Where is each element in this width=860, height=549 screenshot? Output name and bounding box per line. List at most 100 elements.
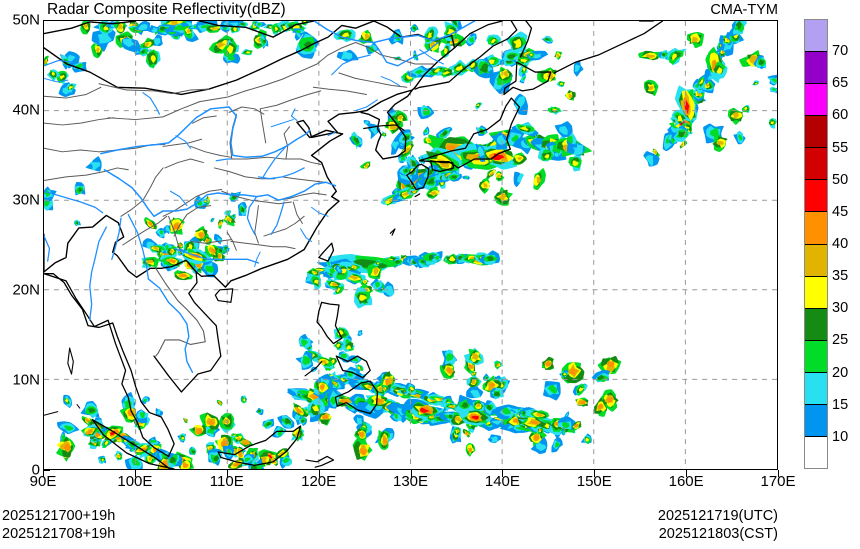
y-tick-label: 10N: [12, 371, 40, 389]
radar-echo-cell: [517, 173, 524, 183]
colorbar-band: [805, 437, 827, 469]
radar-echo-cell: [64, 425, 74, 431]
radar-echo-cell: [490, 436, 498, 443]
radar-echo-cell: [607, 361, 615, 368]
radar-echo-cell: [150, 55, 156, 63]
province-border-qinghai-gansu: [98, 144, 166, 153]
radar-echo-cell: [127, 409, 134, 417]
radar-echo-cell: [169, 258, 176, 264]
radar-echo-cell: [364, 121, 369, 125]
radar-echo-cell: [320, 384, 325, 389]
radar-echo-cell: [382, 387, 386, 391]
province-border-liaoning-w: [312, 86, 368, 95]
radar-echo-cell: [277, 427, 284, 437]
gridlines-layer: [44, 21, 777, 469]
radar-echo-cell: [490, 38, 496, 44]
radar-echo-cell: [430, 191, 438, 195]
radar-echo-cell: [326, 261, 331, 266]
footer-init-cst: 2025121708+19h: [2, 526, 116, 542]
radar-echo-cell: [444, 47, 448, 55]
province-border-shaanxi-gansu: [190, 145, 232, 158]
radar-echo-cell: [356, 417, 363, 425]
coastline-myanmar-thailand-malaya: [44, 273, 175, 458]
radar-echo-cell: [427, 178, 434, 184]
radar-echo-cell: [507, 54, 516, 59]
x-tick-label: 130E: [392, 473, 429, 490]
colorbar-tick-label: 25: [832, 332, 849, 349]
radar-echo-cell: [598, 403, 604, 410]
province-border-hunan-jiangxi: [254, 205, 259, 244]
radar-echo-cell: [244, 457, 251, 463]
colorbar-tick-label: 15: [832, 396, 849, 413]
province-border-jilin-liaoning: [338, 72, 408, 88]
radar-echo-cell: [465, 432, 468, 435]
radar-echo-cell: [336, 266, 341, 273]
radar-echo-cell: [488, 171, 494, 177]
x-tick-mark: [686, 470, 688, 477]
radar-echo-cell: [489, 159, 492, 163]
radar-echo-cell: [770, 121, 775, 125]
province-border-shanxi-hebei: [259, 108, 267, 144]
radar-echo-cell: [331, 282, 338, 287]
radar-echo-cell: [403, 147, 411, 154]
colorbar-band: [805, 20, 827, 53]
province-border-jiangxi-fujian: [263, 215, 305, 237]
colorbar-tick-label: 65: [832, 75, 849, 92]
radar-echo-cell: [579, 400, 586, 404]
radar-echo-cell: [365, 164, 369, 168]
province-border-hunan-guangxi: [226, 231, 237, 251]
radar-plot-area[interactable]: [43, 20, 778, 470]
radar-echo-cell: [340, 353, 347, 359]
province-border-ningxia-n: [191, 115, 217, 124]
colorbar-tick-label: 45: [832, 203, 849, 220]
radar-echo-cell: [206, 239, 209, 242]
radar-echo-cell: [471, 372, 475, 376]
radar-echo-cell: [606, 397, 613, 404]
radar-echo-cell: [263, 39, 267, 44]
radar-echo-cell: [448, 256, 456, 262]
radar-echo-cell: [90, 162, 101, 171]
radar-echo-cell: [162, 461, 169, 467]
radar-echo-cell: [232, 215, 235, 217]
radar-echo-cell: [297, 393, 301, 397]
radar-echo-cell: [283, 457, 290, 463]
radar-echo-cell: [532, 435, 540, 441]
province-border-jiangsu-n: [300, 158, 322, 165]
radar-echo-cell: [502, 407, 511, 415]
radar-echo-cell: [486, 256, 494, 262]
radar-echo-cell: [409, 386, 414, 391]
radar-echo-cell: [754, 82, 758, 85]
y-tick-label: 20N: [12, 281, 40, 299]
radar-echo-cell: [422, 107, 431, 116]
river-mekong-upper: [127, 213, 150, 280]
province-border-guangdong-n: [230, 240, 296, 250]
radar-echo-cell: [538, 428, 542, 432]
radar-echo-cell: [236, 437, 241, 442]
river-huai: [257, 167, 305, 180]
geography-layer: [44, 21, 664, 469]
x-tick-mark: [778, 470, 779, 477]
radar-echo-cell: [153, 38, 161, 46]
radar-echo-cell: [148, 457, 152, 461]
x-tick-mark: [134, 470, 136, 477]
radar-echo-cell: [233, 26, 238, 32]
coastline-borneo: [217, 425, 302, 467]
footer-valid-utc: 2025121719(UTC): [657, 508, 778, 524]
radar-echo-cell: [427, 32, 433, 39]
coastline-hainan: [214, 288, 234, 303]
river-min: [169, 190, 188, 207]
radar-echo-cell: [358, 331, 362, 335]
radar-echo-cell: [122, 38, 135, 48]
radar-echo-cell: [427, 139, 431, 142]
radar-echo-cell: [241, 206, 245, 213]
province-border-guizhou-chongqing: [173, 205, 212, 237]
radar-echo-cell: [529, 420, 539, 425]
radar-echo-cell: [397, 115, 403, 120]
colorbar[interactable]: [804, 19, 828, 469]
colorbar-band: [805, 52, 827, 85]
colorbar-tick-label: 30: [832, 300, 849, 317]
radar-echo-cell: [461, 402, 469, 408]
radar-echo-layer: [44, 21, 777, 469]
radar-echo-cell: [677, 115, 683, 122]
radar-echo-cell: [662, 52, 666, 57]
